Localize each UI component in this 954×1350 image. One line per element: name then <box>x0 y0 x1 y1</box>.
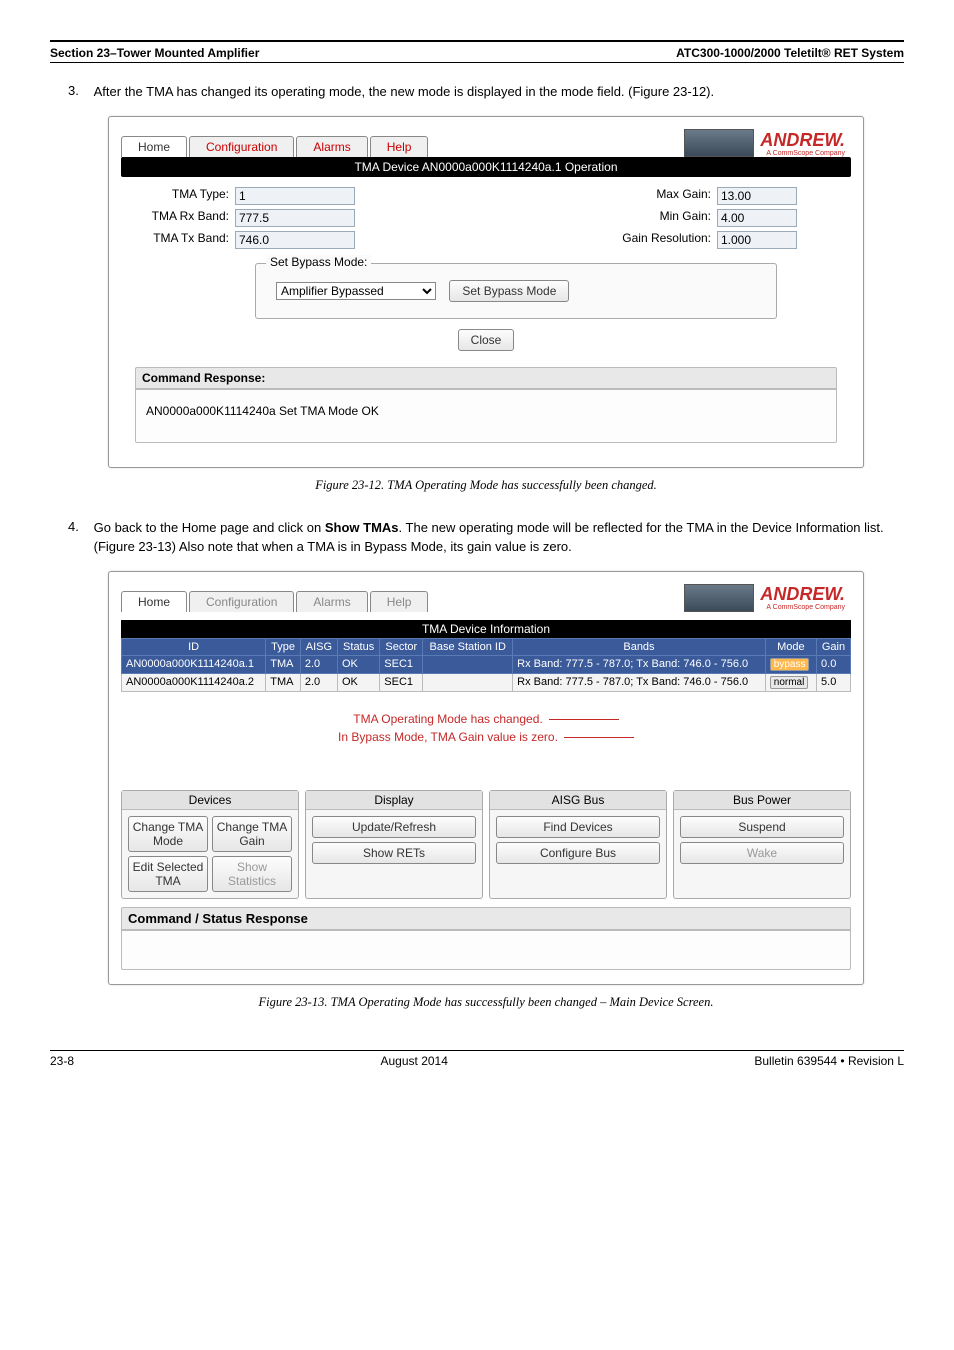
th-status: Status <box>338 638 380 655</box>
show-statistics-button[interactable]: Show Statistics <box>212 856 292 892</box>
mode-normal-badge: normal <box>770 676 809 689</box>
screenshot-2: Home Configuration Alarms Help ANDREW. A… <box>108 571 864 985</box>
th-bands: Bands <box>513 638 766 655</box>
gainres-label: Gain Resolution: <box>617 231 717 249</box>
section-right: ATC300-1000/2000 Teletilt® RET System <box>676 46 904 60</box>
rxband-label: TMA Rx Band: <box>135 209 235 227</box>
tmatype-field[interactable] <box>235 187 355 205</box>
txband-field[interactable] <box>235 231 355 249</box>
tab-configuration[interactable]: Configuration <box>189 136 294 157</box>
tab-home[interactable]: Home <box>121 136 187 157</box>
header-thumb <box>684 129 754 157</box>
th-sector: Sector <box>380 638 423 655</box>
tmatype-label: TMA Type: <box>135 187 235 205</box>
th-type: Type <box>266 638 301 655</box>
panel-display-title: Display <box>306 791 482 810</box>
maxgain-label: Max Gain: <box>617 187 717 205</box>
figure-13-caption: Figure 23-13. TMA Operating Mode has suc… <box>68 995 904 1010</box>
bypass-legend: Set Bypass Mode: <box>266 255 371 269</box>
close-button[interactable]: Close <box>458 329 515 351</box>
andrew-sub: A CommScope Company <box>760 151 845 157</box>
change-tma-mode-button[interactable]: Change TMA Mode <box>128 816 208 852</box>
andrew-logo: ANDREW. <box>760 130 845 150</box>
th-id: ID <box>122 638 266 655</box>
device-info-title: TMA Device Information <box>121 620 851 638</box>
cmd-status-response-label: Command / Status Response <box>121 907 851 930</box>
cmd-response-label: Command Response: <box>135 367 837 389</box>
set-bypass-button[interactable]: Set Bypass Mode <box>449 280 569 302</box>
figure-12-caption: Figure 23-12. TMA Operating Mode has suc… <box>68 478 904 493</box>
table-row[interactable]: AN0000a000K1114240a.2 TMA 2.0 OK SEC1 Rx… <box>122 673 851 691</box>
andrew-sub-2: A CommScope Company <box>760 605 845 611</box>
step3-text: After the TMA has changed its operating … <box>94 83 904 102</box>
device-table: ID Type AISG Status Sector Base Station … <box>121 638 851 692</box>
update-refresh-button[interactable]: Update/Refresh <box>312 816 476 838</box>
maxgain-field[interactable] <box>717 187 797 205</box>
step3-num: 3. <box>68 83 90 98</box>
tab-alarms-2[interactable]: Alarms <box>296 591 367 612</box>
tab-home-2[interactable]: Home <box>121 591 187 612</box>
tab-help[interactable]: Help <box>370 136 429 157</box>
cmd-response-text: AN0000a000K1114240a Set TMA Mode OK <box>135 389 837 443</box>
th-gain: Gain <box>817 638 851 655</box>
header-thumb-2 <box>684 584 754 612</box>
panel-aisgbus-title: AISG Bus <box>490 791 666 810</box>
mode-bypass-badge: bypass <box>770 658 810 671</box>
mingain-field[interactable] <box>717 209 797 227</box>
step4-text: Go back to the Home page and click on Sh… <box>94 519 904 557</box>
andrew-logo-2: ANDREW. <box>760 584 845 604</box>
th-mode: Mode <box>765 638 816 655</box>
show-rets-button[interactable]: Show RETs <box>312 842 476 864</box>
txband-label: TMA Tx Band: <box>135 231 235 249</box>
rxband-field[interactable] <box>235 209 355 227</box>
footer-center: August 2014 <box>381 1054 448 1068</box>
th-base: Base Station ID <box>423 638 513 655</box>
tab-alarms[interactable]: Alarms <box>296 136 367 157</box>
step4-num: 4. <box>68 519 90 534</box>
cmd-status-response-box <box>121 930 851 970</box>
mingain-label: Min Gain: <box>617 209 717 227</box>
find-devices-button[interactable]: Find Devices <box>496 816 660 838</box>
tab-help-2[interactable]: Help <box>370 591 429 612</box>
footer-left: 23-8 <box>50 1054 74 1068</box>
footer-right: Bulletin 639544 • Revision L <box>754 1054 904 1068</box>
tma-title-bar: TMA Device AN0000a000K1114240a.1 Operati… <box>121 157 851 177</box>
tab-configuration-2[interactable]: Configuration <box>189 591 294 612</box>
change-tma-gain-button[interactable]: Change TMA Gain <box>212 816 292 852</box>
th-aisg: AISG <box>300 638 337 655</box>
suspend-button[interactable]: Suspend <box>680 816 844 838</box>
table-row[interactable]: AN0000a000K1114240a.1 TMA 2.0 OK SEC1 Rx… <box>122 655 851 673</box>
configure-bus-button[interactable]: Configure Bus <box>496 842 660 864</box>
annotation-1: TMA Operating Mode has changed. <box>353 712 542 726</box>
edit-selected-tma-button[interactable]: Edit Selected TMA <box>128 856 208 892</box>
bypass-select[interactable]: Amplifier Bypassed <box>276 282 436 300</box>
wake-button[interactable]: Wake <box>680 842 844 864</box>
panel-devices-title: Devices <box>122 791 298 810</box>
gainres-field[interactable] <box>717 231 797 249</box>
panel-buspower-title: Bus Power <box>674 791 850 810</box>
screenshot-1: Home Configuration Alarms Help ANDREW. A… <box>108 116 864 468</box>
annotation-2: In Bypass Mode, TMA Gain value is zero. <box>338 730 558 744</box>
section-left: Section 23–Tower Mounted Amplifier <box>50 46 259 60</box>
